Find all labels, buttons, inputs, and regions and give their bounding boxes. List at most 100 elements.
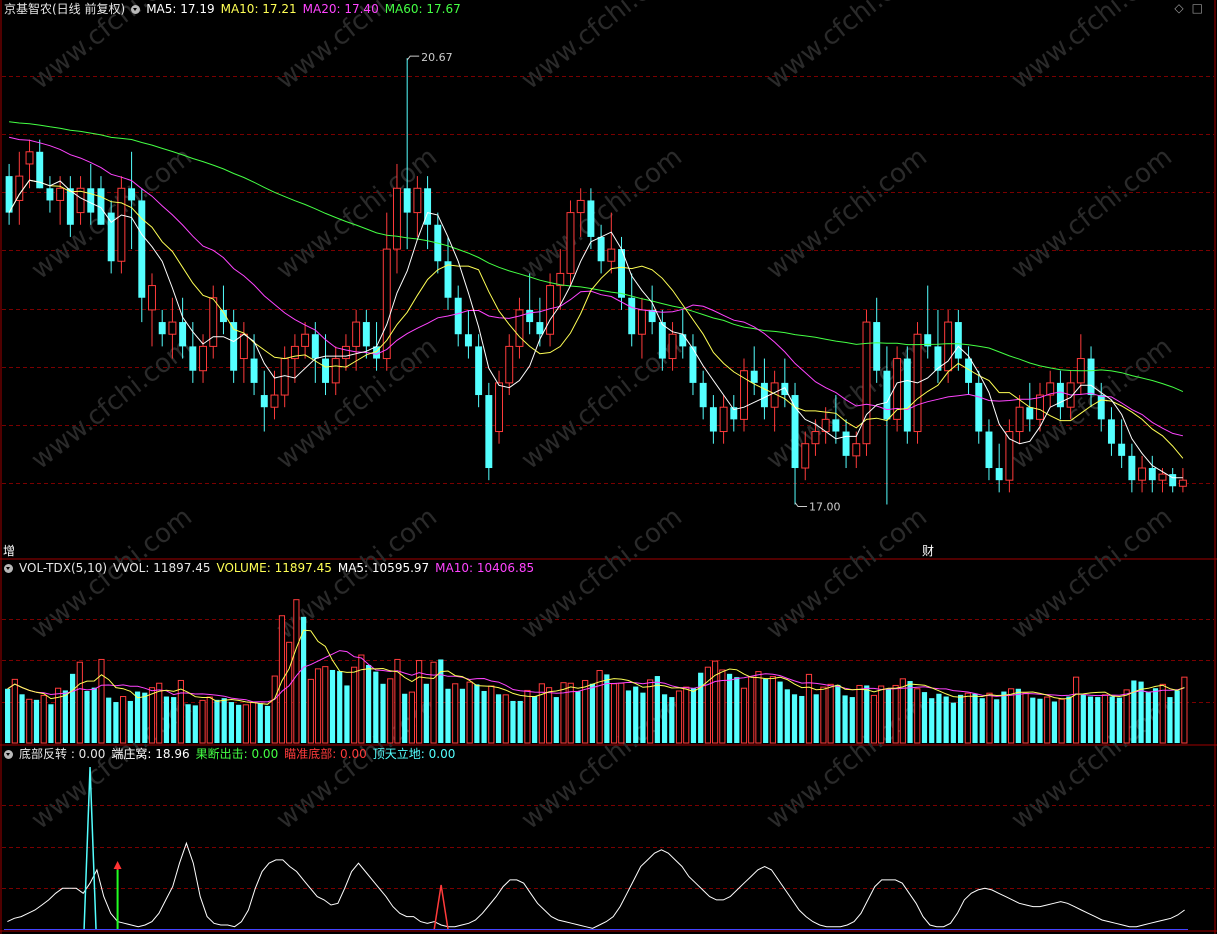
candle-body — [352, 321, 361, 347]
indicator-settings-icon[interactable] — [4, 750, 13, 759]
volume-bar — [784, 689, 790, 743]
volume-bar — [1167, 697, 1173, 743]
volume-bar — [19, 694, 25, 743]
volume-bar — [329, 669, 336, 743]
volume-bar — [1080, 694, 1086, 743]
volume-bar — [1066, 696, 1072, 743]
candle — [893, 346, 902, 432]
candle-body — [322, 358, 329, 383]
candle — [87, 163, 95, 225]
volume-bar — [373, 671, 379, 743]
volume-bar — [698, 672, 704, 743]
candle-body — [230, 322, 238, 371]
candle-body — [791, 395, 799, 469]
volume-bar — [1051, 701, 1058, 743]
volume-bar — [1159, 683, 1166, 744]
volume-bar — [625, 690, 632, 743]
candle-body — [873, 322, 881, 371]
watermark-text: www.cfchi.com — [761, 502, 933, 646]
volume-bar — [1087, 696, 1094, 743]
volume-bar — [929, 698, 935, 743]
candle — [1138, 455, 1147, 493]
candle — [1046, 370, 1055, 408]
candle-body — [618, 249, 625, 298]
indicator-legend: 底部反转 : 0.00 端庄窝: 18.96 果断出击: 0.00 瞄准底部: 0.0… — [4, 745, 461, 763]
candle-body — [1178, 479, 1187, 487]
volume-bar — [206, 696, 213, 744]
volume-bar — [337, 671, 343, 743]
candle-body — [413, 187, 422, 214]
candle — [148, 273, 156, 347]
candle-body — [290, 345, 299, 360]
volume-settings-icon[interactable] — [4, 564, 13, 573]
volume-bar — [777, 681, 783, 743]
settings-icon[interactable] — [131, 5, 141, 14]
event-mark-mid: 财 — [922, 544, 934, 558]
volume-bar — [163, 696, 170, 743]
ma5-value: MA5: 17.19 — [146, 2, 215, 16]
volume-bar — [719, 669, 726, 744]
volume-bar — [307, 678, 314, 744]
volume-bar — [127, 700, 133, 743]
volume-bar — [755, 671, 762, 744]
candle-body — [341, 345, 350, 360]
candle — [709, 395, 717, 444]
volume-bar — [278, 615, 286, 744]
diamond-icon[interactable]: ◇ — [1174, 1, 1192, 15]
candle-body — [648, 309, 656, 323]
candle — [781, 358, 789, 408]
candle — [965, 346, 973, 396]
volume-bar — [813, 694, 819, 743]
volume-bar — [474, 684, 480, 743]
candle-body — [158, 322, 166, 335]
volume-bar — [683, 686, 690, 744]
candle — [158, 309, 166, 347]
candle — [168, 297, 177, 359]
volume-bar — [134, 691, 141, 743]
volume-bar — [177, 679, 184, 744]
candle-body — [954, 322, 962, 359]
candle-body — [1005, 431, 1014, 481]
candle — [730, 395, 738, 432]
volume-bar — [264, 705, 271, 743]
candle-body — [842, 431, 850, 456]
volume-bar — [322, 666, 329, 744]
candle — [954, 309, 962, 371]
candle-body — [373, 346, 381, 359]
candle — [740, 358, 748, 432]
volume-bar — [892, 684, 899, 744]
volume-bar — [842, 695, 848, 743]
candle-body — [1056, 382, 1064, 408]
candle — [689, 334, 697, 396]
candle — [801, 431, 810, 481]
candle-body — [179, 322, 187, 347]
volume-bar — [517, 700, 523, 743]
volume-bar — [1037, 698, 1043, 743]
indicator-e: 顶天立地: 0.00 — [372, 747, 456, 761]
candle — [975, 370, 983, 444]
candle-body — [628, 297, 636, 335]
candle — [1036, 382, 1044, 432]
candle-body — [903, 358, 911, 432]
candle-body — [311, 334, 319, 359]
candle — [341, 334, 350, 371]
candle-body — [730, 407, 738, 420]
candle — [637, 297, 646, 359]
candle-body — [709, 407, 717, 432]
candle — [250, 334, 258, 396]
volume-indicator-name: VOL-TDX(5,10) — [19, 561, 108, 575]
candle — [576, 188, 585, 237]
candle — [290, 334, 299, 383]
volume-bar — [236, 704, 242, 743]
candle-body — [76, 187, 85, 214]
volume-bar — [610, 683, 618, 744]
candle — [1118, 419, 1126, 469]
indicator-spike-cyan — [83, 766, 97, 931]
volume-bar — [55, 687, 62, 744]
event-mark-left: 增 — [3, 544, 15, 558]
volume-bar — [502, 694, 509, 744]
square-icon[interactable]: □ — [1191, 1, 1211, 15]
volume-bar — [734, 677, 740, 743]
volume-bar — [402, 693, 408, 743]
